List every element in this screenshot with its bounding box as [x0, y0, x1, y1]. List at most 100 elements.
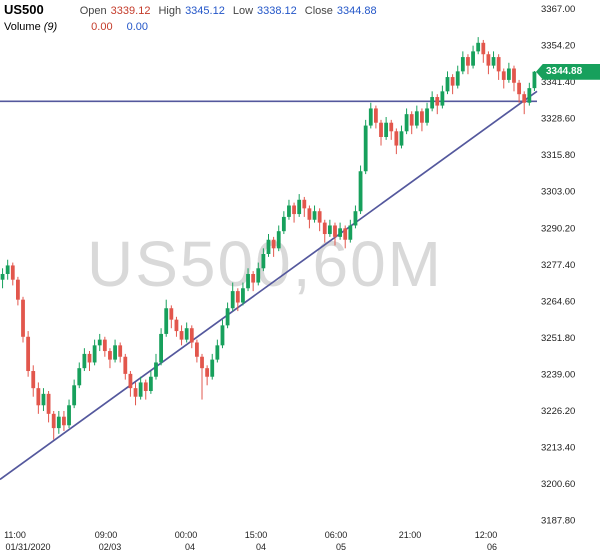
x-axis-time-label: 12:00: [475, 530, 498, 540]
candle-body: [36, 388, 41, 406]
x-axis-date-label: 04: [256, 542, 266, 552]
y-axis-label: 3251.80: [541, 333, 575, 344]
candle-body: [292, 205, 296, 215]
candle-body: [128, 373, 133, 389]
x-axis-time-label: 11:00: [4, 530, 26, 540]
candle-body: [322, 222, 327, 235]
low-value: 3338.12: [257, 5, 297, 17]
candle-body: [210, 359, 215, 377]
candle-body: [389, 122, 394, 132]
ohlc-row: US500 Open 3339.12 High 3345.12 Low 3338…: [4, 3, 385, 18]
candle-body: [399, 131, 404, 146]
candle-body: [184, 328, 189, 340]
candle-body: [174, 319, 179, 332]
symbol-label: US500: [4, 2, 44, 17]
candle-body: [486, 54, 491, 66]
x-axis-date-label: 04: [185, 542, 195, 552]
trend-line[interactable]: [0, 90, 538, 481]
high-value: 3345.12: [185, 5, 225, 17]
candle-body: [118, 345, 123, 357]
candle-body: [333, 225, 337, 237]
current-price-badge: 3344.88: [536, 63, 600, 80]
candle-body: [235, 291, 240, 303]
candle-body: [317, 211, 322, 223]
y-axis-label: 3354.20: [541, 41, 575, 52]
candle-body: [368, 108, 373, 126]
open-value: 3339.12: [110, 5, 151, 17]
low-label: Low: [232, 5, 254, 17]
candle-body: [307, 208, 312, 220]
candle-body: [425, 108, 429, 123]
candle-body: [450, 77, 455, 86]
y-axis-label: 3200.60: [541, 479, 575, 490]
candle-body: [435, 97, 440, 106]
candle-body: [287, 205, 291, 217]
volume-label: Volume: [4, 21, 41, 33]
candle-body: [138, 382, 143, 397]
candle-body: [348, 225, 353, 240]
candle-body: [143, 382, 148, 392]
candle-body: [164, 308, 169, 334]
candle-body: [312, 211, 317, 220]
candle-body: [77, 368, 82, 386]
candle-body: [522, 94, 527, 103]
open-label: Open: [79, 5, 107, 17]
candle-body: [501, 71, 506, 80]
candle-body: [379, 122, 383, 137]
candle-body: [5, 265, 10, 274]
y-axis-label: 3239.00: [541, 369, 575, 380]
candle-body: [358, 171, 363, 212]
candle-body: [148, 376, 153, 392]
candle-body: [420, 111, 424, 123]
candle-body: [327, 225, 332, 235]
candle-body: [271, 239, 276, 249]
candle-body: [200, 356, 204, 369]
candle-body: [220, 325, 225, 346]
candle-body: [276, 231, 281, 249]
candle-body: [169, 308, 174, 320]
x-axis-time-label: 21:00: [399, 530, 422, 540]
candle-body: [302, 199, 307, 209]
candle-body: [476, 42, 481, 52]
candle-body: [353, 211, 358, 226]
candle-body: [471, 51, 475, 66]
candle-body: [31, 371, 36, 389]
x-axis-time-label: 00:00: [175, 530, 198, 540]
candle-body: [82, 353, 87, 369]
candle-body: [51, 413, 56, 429]
volume-period: (9): [43, 21, 58, 33]
candle-body: [394, 131, 399, 146]
candle-body: [62, 416, 66, 426]
candle-body: [491, 57, 496, 66]
candle-body: [445, 77, 450, 92]
candle-body: [205, 368, 210, 377]
candle-body: [414, 111, 419, 126]
candle-body: [297, 199, 302, 215]
candle-body: [384, 122, 389, 137]
candle-body: [97, 339, 102, 346]
candle-body: [154, 362, 158, 377]
candle-body: [517, 82, 521, 95]
candle-body: [16, 279, 20, 300]
y-axis-label: 3264.60: [541, 296, 575, 307]
candle-body: [179, 331, 184, 340]
y-axis-label: 3187.80: [541, 516, 575, 527]
candle-body: [246, 273, 250, 289]
x-axis-date-label: 01/31/2020: [5, 542, 50, 552]
candle-body: [108, 351, 112, 360]
candle-body: [481, 42, 486, 55]
candle-body: [466, 57, 470, 66]
candle-body: [409, 114, 414, 126]
y-axis-label: 3315.80: [541, 150, 575, 161]
candle-body: [46, 393, 51, 414]
candle-body: [338, 228, 342, 237]
high-label: High: [158, 5, 182, 17]
y-axis-label: 3226.20: [541, 406, 575, 417]
candle-body: [10, 265, 15, 280]
candle-body: [460, 57, 465, 72]
candle-body: [92, 345, 97, 363]
x-axis-date-label: 06: [487, 542, 497, 552]
ohlc-header: US500 Open 3339.12 High 3345.12 Low 3338…: [4, 3, 385, 34]
candle-body: [512, 68, 516, 83]
